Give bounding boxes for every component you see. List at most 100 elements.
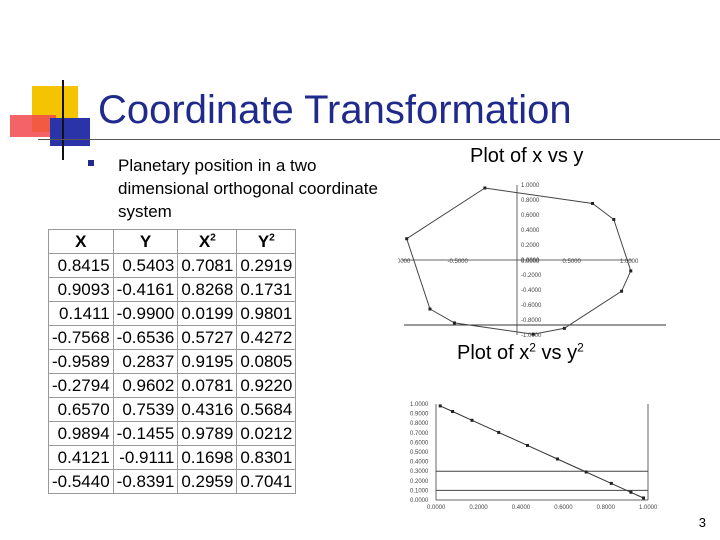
table-row: 0.9093 -0.4161 0.8268 0.1731 xyxy=(48,277,297,302)
table-cell: 0.5684 xyxy=(236,397,297,422)
y-tick-label: -1.0000 xyxy=(521,333,542,339)
y-tick-label: 0.6000 xyxy=(410,440,429,446)
table-cell: 0.2837 xyxy=(112,349,179,374)
table-cell: 0.1698 xyxy=(177,445,238,470)
table-cell: 0.0805 xyxy=(236,349,297,374)
column-header: X2 xyxy=(177,229,238,254)
data-point xyxy=(531,332,535,336)
plot2-label-sup: 2 xyxy=(529,340,536,355)
table-cell: 0.1411 xyxy=(48,301,114,326)
data-point xyxy=(629,269,633,273)
table-row: 0.6570 0.7539 0.4316 0.5684 xyxy=(48,397,297,422)
column-header-sup: 2 xyxy=(269,231,275,243)
table-cell: -0.8391 xyxy=(112,469,179,494)
plot2-label: Plot of x2 vs y2 xyxy=(457,340,584,365)
table-cell: 0.9093 xyxy=(48,277,114,302)
decor-blue-square xyxy=(50,118,90,146)
series-line xyxy=(439,405,644,499)
table-cell: 0.0781 xyxy=(177,373,238,398)
table-cell: -0.9589 xyxy=(48,349,114,374)
table-row: -0.2794 0.9602 0.0781 0.9220 xyxy=(48,373,297,398)
table-cell: 0.5403 xyxy=(112,253,179,278)
plot2-label-part: vs y xyxy=(535,342,578,364)
x-tick-label: 0.4000 xyxy=(512,505,531,511)
y-tick-label: 0.9000 xyxy=(410,412,429,418)
table-cell: 0.7041 xyxy=(236,469,297,494)
table-cell: 0.6570 xyxy=(48,397,114,422)
data-point xyxy=(497,430,501,434)
bullet-text: Planetary position in a two dimensional … xyxy=(118,156,378,221)
data-point xyxy=(612,217,616,221)
y-tick-label: -0.6000 xyxy=(521,303,542,309)
y-tick-label: 0.8000 xyxy=(521,198,540,204)
table-cell: 0.9220 xyxy=(236,373,297,398)
y-tick-label: 0.1000 xyxy=(410,488,429,494)
column-header-sup: 2 xyxy=(210,231,216,243)
column-header-text: Y xyxy=(257,231,270,251)
y-tick-label: -0.8000 xyxy=(521,318,542,324)
table-cell: 0.8415 xyxy=(48,253,114,278)
plot2-label-part: Plot of x xyxy=(457,342,530,364)
x-tick-label: 0.5000 xyxy=(563,259,582,265)
data-point xyxy=(562,326,566,330)
chart-x2-vs-y2: 1.0000 0.9000 0.8000 0.7000 0.6000 0.5000 0.40… xyxy=(410,402,658,511)
x-tick-label: -1.0000 xyxy=(398,259,411,265)
y-tick-label: 1.0000 xyxy=(410,402,429,408)
plot1-label: Plot of x vs y xyxy=(470,145,584,167)
table-row: -0.5440 -0.8391 0.2959 0.7041 xyxy=(48,469,297,494)
table-cell: -0.9900 xyxy=(112,301,179,326)
table-cell: 0.7081 xyxy=(177,253,238,278)
y-tick-label: 0.4000 xyxy=(521,228,540,234)
x-tick-label: 0.8000 xyxy=(597,505,616,511)
table-cell: 0.2959 xyxy=(177,469,238,494)
x-tick-label: 1.0000 xyxy=(639,505,658,511)
table-cell: 0.2919 xyxy=(236,253,297,278)
y-tick-label: 0.2000 xyxy=(410,479,429,485)
table-header-row: X Y X2 Y2 xyxy=(48,229,297,254)
y-tick-label: 0.7000 xyxy=(410,431,429,437)
x-tick-label: -0.5000 xyxy=(448,259,469,265)
y-tick-label: 0.2000 xyxy=(521,243,540,249)
page-number: 3 xyxy=(698,515,706,530)
data-point xyxy=(629,490,633,494)
table-cell: 0.0199 xyxy=(177,301,238,326)
y-tick-label: 0.0000 xyxy=(521,258,540,264)
table-body: 0.8415 0.5403 0.7081 0.2919 0.9093 -0.4161 0.8… xyxy=(48,253,297,494)
x-tick-label: 1.0000 xyxy=(620,259,639,265)
y-tick-label: -0.4000 xyxy=(521,288,542,294)
column-header-text: Y xyxy=(139,231,152,251)
table-cell: 0.9789 xyxy=(177,421,238,446)
y-tick-label: 0.5000 xyxy=(410,450,429,456)
data-point xyxy=(452,321,456,325)
table-row: 0.8415 0.5403 0.7081 0.2919 xyxy=(48,253,297,278)
y-tick-label: 0.6000 xyxy=(521,213,540,219)
bullet-square-icon xyxy=(88,160,94,166)
data-point xyxy=(584,470,588,474)
table-cell: -0.1455 xyxy=(112,421,179,446)
x-tick-label: 0.0000 xyxy=(521,259,540,265)
x-tick-label: 0.6000 xyxy=(554,505,573,511)
x-tick-label: 0.2000 xyxy=(469,505,488,511)
table-cell: -0.9111 xyxy=(112,445,179,470)
table-cell: 0.9602 xyxy=(112,373,179,398)
column-header-text: X xyxy=(198,231,211,251)
column-header: Y xyxy=(112,229,179,254)
data-point xyxy=(470,418,474,422)
table-cell: 0.0212 xyxy=(236,421,297,446)
table-cell: 0.8268 xyxy=(177,277,238,302)
data-point xyxy=(642,496,646,500)
column-header: Y2 xyxy=(236,229,297,254)
data-point xyxy=(483,186,487,190)
table-cell: 0.5727 xyxy=(177,325,238,350)
slide-title: Coordinate Transformation xyxy=(98,88,572,132)
data-point xyxy=(620,289,624,293)
data-point xyxy=(451,409,455,413)
table-cell: -0.2794 xyxy=(48,373,114,398)
table-cell: 0.9894 xyxy=(48,421,114,446)
data-point xyxy=(428,307,432,311)
data-point xyxy=(555,457,559,461)
table-cell: 0.7539 xyxy=(112,397,179,422)
data-point xyxy=(525,443,529,447)
y-tick-label: -0.2000 xyxy=(521,273,542,279)
table-cell: -0.6536 xyxy=(112,325,179,350)
